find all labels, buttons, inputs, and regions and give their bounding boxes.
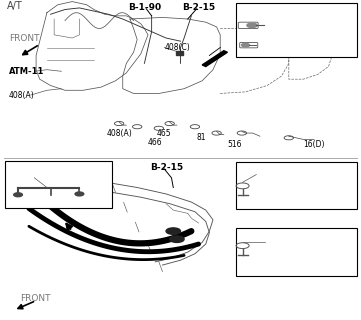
- Polygon shape: [202, 51, 227, 67]
- Bar: [236, 3, 357, 57]
- Circle shape: [242, 44, 249, 47]
- Circle shape: [14, 193, 22, 197]
- Text: 38(A): 38(A): [269, 37, 290, 46]
- Text: ATM-11: ATM-11: [9, 67, 44, 76]
- Text: 466: 466: [148, 138, 163, 147]
- Circle shape: [170, 236, 184, 243]
- Text: 408(A): 408(A): [9, 91, 35, 100]
- Circle shape: [247, 23, 257, 28]
- Text: 516: 516: [227, 140, 242, 149]
- Text: B-2-15: B-2-15: [182, 3, 216, 12]
- Bar: [236, 228, 357, 276]
- Bar: [176, 51, 183, 55]
- Text: 242: 242: [256, 170, 272, 179]
- Circle shape: [75, 192, 84, 196]
- Bar: [5, 161, 112, 209]
- Text: A/T: A/T: [7, 1, 23, 11]
- Text: 16(D): 16(D): [303, 140, 325, 149]
- Text: 242: 242: [265, 238, 281, 247]
- Text: FRONT: FRONT: [9, 34, 39, 43]
- Text: B-1-90: B-1-90: [128, 3, 161, 12]
- Text: FRONT: FRONT: [20, 294, 50, 303]
- Text: 81: 81: [197, 133, 206, 142]
- Text: B-2-15: B-2-15: [150, 163, 183, 172]
- Text: 334(B): 334(B): [260, 254, 288, 263]
- Text: 408(A): 408(A): [106, 129, 132, 138]
- Text: 334(A): 334(A): [253, 186, 281, 195]
- Circle shape: [166, 228, 180, 234]
- Text: 408(C): 408(C): [164, 43, 190, 52]
- Text: 465: 465: [157, 129, 172, 138]
- Text: 408(D): 408(D): [269, 15, 295, 24]
- Bar: [236, 162, 357, 209]
- Text: 188: 188: [27, 173, 43, 182]
